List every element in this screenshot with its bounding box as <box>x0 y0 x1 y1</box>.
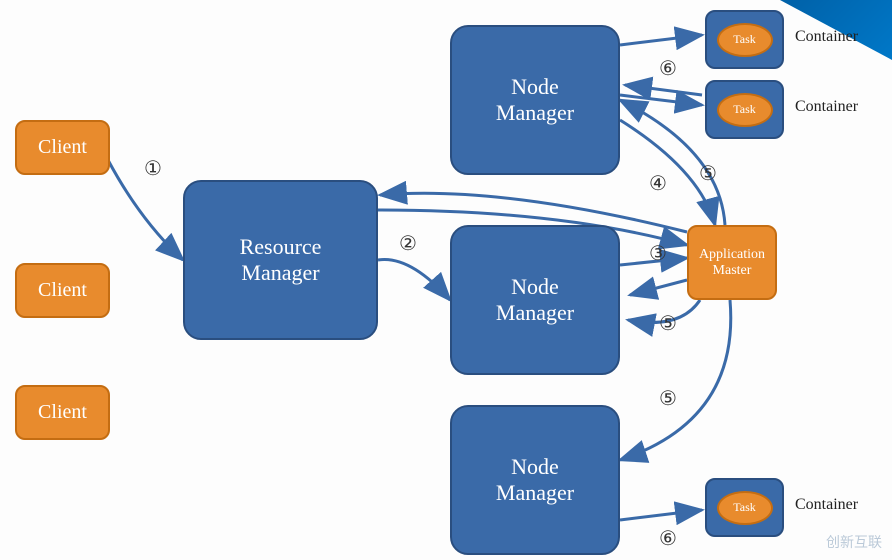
appmaster-label: ApplicationMaster <box>699 247 765 279</box>
task-node: Task <box>717 491 773 525</box>
client-label: Client <box>38 279 87 302</box>
task-label: Task <box>733 102 756 117</box>
container-node-3: Task <box>705 478 784 537</box>
node-manager-3: NodeManager <box>450 405 620 555</box>
rm-label: ResourceManager <box>240 234 322 286</box>
task-node: Task <box>717 93 773 127</box>
step-1: ① <box>140 155 166 181</box>
client-label: Client <box>38 401 87 424</box>
container-node-1: Task <box>705 10 784 69</box>
client-node-2: Client <box>15 263 110 318</box>
container-label-1: Container <box>795 28 858 46</box>
task-label: Task <box>733 500 756 515</box>
task-label: Task <box>733 32 756 47</box>
step-5b: ⑤ <box>655 310 681 336</box>
client-label: Client <box>38 136 87 159</box>
nm-label: NodeManager <box>496 74 574 126</box>
step-3: ③ <box>645 240 671 266</box>
resource-manager-node: ResourceManager <box>183 180 378 340</box>
step-5a: ⑤ <box>695 160 721 186</box>
nm-label: NodeManager <box>496 454 574 506</box>
client-node-3: Client <box>15 385 110 440</box>
container-node-2: Task <box>705 80 784 139</box>
container-label-2: Container <box>795 98 858 116</box>
step-6a: ⑥ <box>655 55 681 81</box>
step-2: ② <box>395 230 421 256</box>
watermark: 创新互联 <box>826 532 882 552</box>
container-label-3: Container <box>795 496 858 514</box>
node-manager-2: NodeManager <box>450 225 620 375</box>
step-5c: ⑤ <box>655 385 681 411</box>
client-node-1: Client <box>15 120 110 175</box>
step-6b: ⑥ <box>655 525 681 551</box>
task-node: Task <box>717 23 773 57</box>
node-manager-1: NodeManager <box>450 25 620 175</box>
step-4: ④ <box>645 170 671 196</box>
app-master-node: ApplicationMaster <box>687 225 777 300</box>
nm-label: NodeManager <box>496 274 574 326</box>
